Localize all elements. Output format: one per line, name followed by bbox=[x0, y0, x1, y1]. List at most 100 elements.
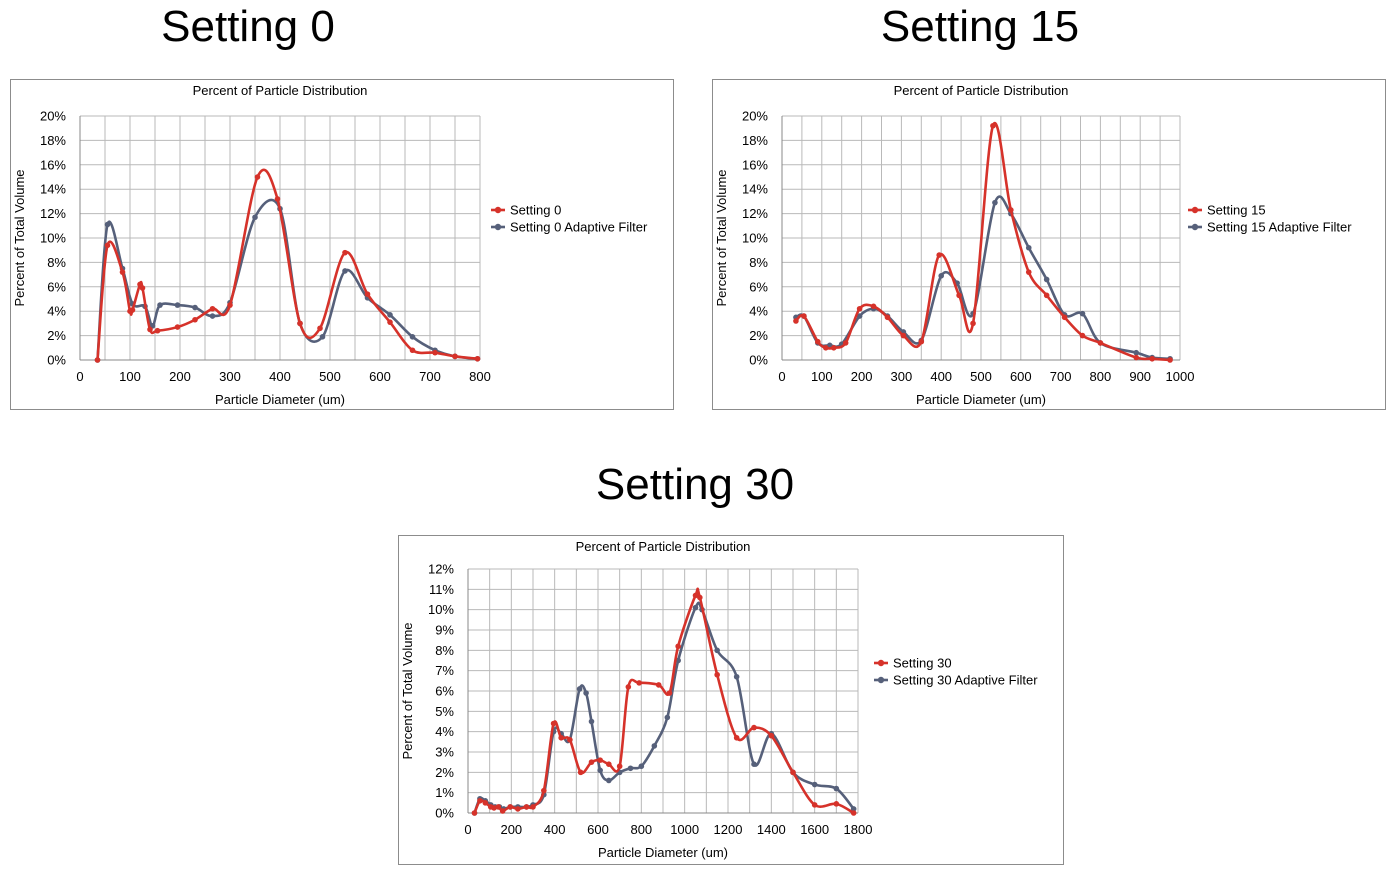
data-point-red bbox=[507, 804, 514, 810]
data-point-gray bbox=[1133, 349, 1140, 356]
x-tick-label: 400 bbox=[930, 369, 952, 384]
x-axis-label: Particle Diameter (um) bbox=[215, 392, 345, 407]
data-point-red bbox=[936, 252, 943, 258]
chart-panel-setting-30: Percent of Particle Distribution 0% 1% 2% 3%… bbox=[398, 535, 1064, 865]
chart-panel-setting-15: Percent of Particle Distribution 0% 2% 4% 6%… bbox=[712, 79, 1386, 410]
data-point-gray bbox=[811, 781, 818, 788]
y-tick-label: 11% bbox=[429, 582, 454, 597]
data-point-red bbox=[297, 320, 303, 327]
x-tick-label: 300 bbox=[891, 369, 913, 384]
data-point-red bbox=[1043, 292, 1050, 299]
data-point-gray bbox=[597, 767, 603, 774]
x-tick-label: 0 bbox=[464, 822, 471, 837]
data-point-gray bbox=[1079, 310, 1086, 317]
x-tick-label: 500 bbox=[970, 369, 992, 384]
legend-swatch-marker bbox=[877, 676, 885, 684]
x-tick-label: 800 bbox=[469, 369, 491, 384]
data-point-gray bbox=[1043, 276, 1050, 283]
data-point-gray bbox=[833, 785, 840, 792]
data-point-red bbox=[793, 318, 799, 324]
y-tick-label: 14% bbox=[40, 182, 66, 197]
data-point-gray bbox=[576, 686, 583, 692]
data-point-red bbox=[597, 757, 603, 763]
data-point-red bbox=[970, 320, 976, 327]
data-point-red bbox=[692, 592, 699, 599]
y-tick-label: 10% bbox=[40, 231, 66, 246]
data-point-red bbox=[655, 682, 662, 688]
data-point-red bbox=[342, 249, 348, 256]
x-tick-label: 200 bbox=[500, 822, 522, 837]
data-point-red bbox=[751, 724, 757, 731]
y-tick-label: 4% bbox=[435, 724, 454, 739]
data-point-red bbox=[482, 800, 489, 806]
data-point-gray bbox=[606, 777, 612, 784]
data-point-red bbox=[884, 314, 891, 321]
y-tick-label: 16% bbox=[40, 157, 66, 172]
data-point-red bbox=[856, 305, 863, 312]
data-point-red bbox=[119, 269, 126, 275]
data-point-gray bbox=[714, 647, 720, 654]
y-tick-label: 8% bbox=[47, 255, 66, 270]
y-axis-label: Percent of Total Volume bbox=[400, 622, 415, 759]
y-tick-label: 8% bbox=[435, 643, 454, 658]
y-tick-label: 1% bbox=[435, 785, 454, 800]
data-point-red bbox=[409, 347, 416, 354]
y-tick-label: 4% bbox=[47, 304, 66, 319]
data-point-red bbox=[567, 737, 573, 743]
data-point-red bbox=[471, 810, 478, 816]
legend-entry: Setting 15 bbox=[1207, 203, 1266, 218]
x-axis-label: Particle Diameter (um) bbox=[916, 392, 1046, 407]
data-point-red bbox=[577, 769, 584, 776]
data-point-gray bbox=[319, 334, 326, 340]
y-tick-label: 20% bbox=[742, 109, 768, 124]
data-point-red bbox=[833, 801, 840, 807]
data-point-red bbox=[1061, 314, 1068, 321]
data-point-red bbox=[147, 326, 153, 333]
y-tick-label: 0% bbox=[435, 806, 454, 821]
data-point-red bbox=[636, 680, 642, 686]
data-point-red bbox=[387, 319, 393, 325]
data-point-red bbox=[523, 804, 530, 810]
x-tick-label: 700 bbox=[419, 369, 441, 384]
x-tick-label: 500 bbox=[319, 369, 341, 384]
x-tick-label: 200 bbox=[851, 369, 873, 384]
data-point-red bbox=[830, 345, 837, 351]
x-tick-label: 100 bbox=[811, 369, 833, 384]
y-tick-label: 9% bbox=[435, 623, 454, 638]
data-point-red bbox=[790, 769, 796, 776]
x-tick-label: 0 bbox=[76, 369, 83, 384]
data-point-red bbox=[697, 594, 703, 601]
y-axis-label: Percent of Total Volume bbox=[714, 169, 729, 306]
data-point-gray bbox=[157, 302, 163, 308]
data-point-red bbox=[317, 325, 323, 332]
legend-entry: Setting 0 bbox=[510, 203, 561, 218]
data-point-red bbox=[956, 292, 962, 299]
x-tick-label: 400 bbox=[269, 369, 291, 384]
y-tick-label: 8% bbox=[749, 255, 768, 270]
legend-swatch-marker bbox=[494, 223, 502, 231]
legend-swatch-marker bbox=[494, 206, 502, 214]
x-tick-label: 1800 bbox=[844, 822, 873, 837]
y-tick-label: 6% bbox=[47, 279, 66, 294]
data-point-red bbox=[254, 174, 261, 180]
chart-setting-15: Percent of Particle Distribution 0% 2% 4% 6%… bbox=[714, 83, 1352, 407]
data-point-red bbox=[174, 324, 181, 330]
data-point-red bbox=[515, 806, 521, 812]
data-point-gray bbox=[856, 313, 863, 319]
x-tick-label: 600 bbox=[369, 369, 391, 384]
y-tick-label: 14% bbox=[742, 182, 768, 197]
chart-heading-setting-15: Setting 15 bbox=[880, 2, 1080, 51]
y-tick-label: 12% bbox=[40, 206, 66, 221]
data-point-gray bbox=[638, 763, 645, 770]
data-point-red bbox=[714, 671, 720, 678]
y-tick-label: 6% bbox=[749, 279, 768, 294]
data-point-gray bbox=[192, 304, 198, 311]
y-tick-label: 0% bbox=[749, 353, 768, 368]
x-tick-label: 600 bbox=[1010, 369, 1032, 384]
y-tick-label: 2% bbox=[749, 328, 768, 343]
y-tick-label: 18% bbox=[742, 133, 768, 148]
x-axis-label: Particle Diameter (um) bbox=[598, 845, 728, 860]
data-point-red bbox=[477, 798, 483, 804]
y-tick-label: 0% bbox=[47, 353, 66, 368]
y-axis-label: Percent of Total Volume bbox=[12, 169, 27, 306]
